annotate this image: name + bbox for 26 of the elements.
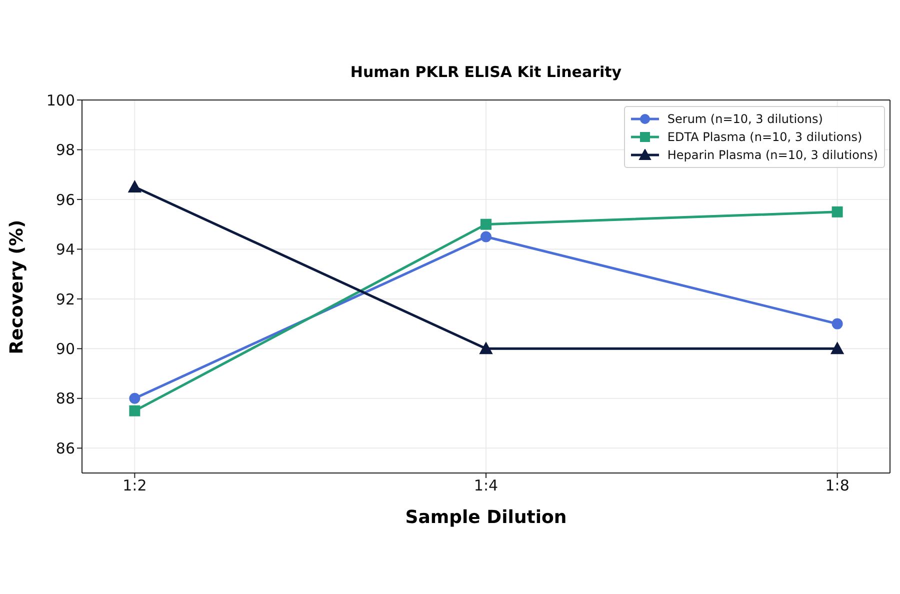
x-tick-label: 1:8 (825, 476, 850, 495)
y-tick-label: 90 (56, 340, 75, 358)
legend-label: Serum (n=10, 3 dilutions) (667, 112, 823, 126)
legend-label: EDTA Plasma (n=10, 3 dilutions) (667, 130, 862, 144)
y-tick-label: 96 (56, 190, 75, 209)
legend-label: Heparin Plasma (n=10, 3 dilutions) (667, 148, 878, 162)
point (480, 342, 492, 354)
x-tick-label: 1:4 (474, 476, 498, 495)
point (129, 405, 140, 416)
chart-title: Human PKLR ELISA Kit Linearity (349, 63, 623, 81)
point (480, 218, 492, 230)
y-axis-title: Recovery (%) (6, 220, 28, 354)
x-axis-title: Sample Dilution (404, 507, 568, 528)
point (832, 318, 843, 330)
point (128, 180, 142, 193)
y-tick-label: 98 (56, 141, 75, 160)
y-tick-label: 100 (46, 91, 75, 110)
point (832, 206, 843, 218)
point (830, 342, 844, 354)
point (129, 392, 140, 404)
y-tick-label: 88 (56, 390, 75, 408)
point (480, 231, 492, 242)
x-tick-label: 1:2 (122, 476, 147, 495)
y-tick-label: 92 (56, 290, 75, 308)
y-tick-label: 94 (56, 240, 75, 259)
y-tick-label: 86 (56, 439, 75, 458)
